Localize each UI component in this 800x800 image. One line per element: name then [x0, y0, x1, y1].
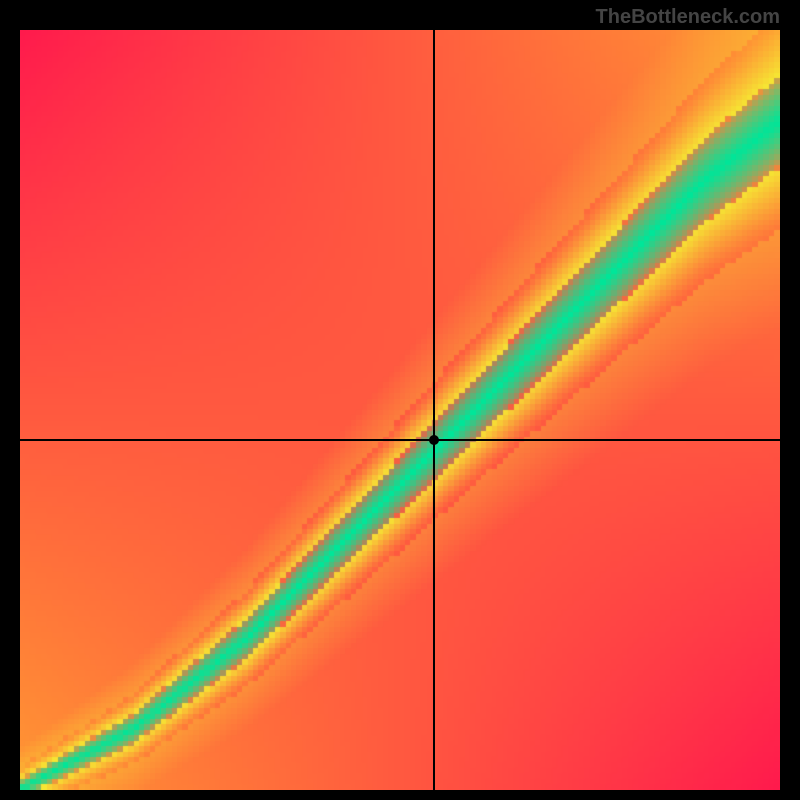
chart-container: TheBottleneck.com: [0, 0, 800, 800]
plot-area: [20, 30, 780, 790]
crosshair-horizontal: [20, 439, 780, 441]
watermark-text: TheBottleneck.com: [596, 6, 780, 29]
heatmap-canvas: [20, 30, 780, 790]
crosshair-vertical: [433, 30, 435, 790]
crosshair-marker-dot: [429, 435, 439, 445]
